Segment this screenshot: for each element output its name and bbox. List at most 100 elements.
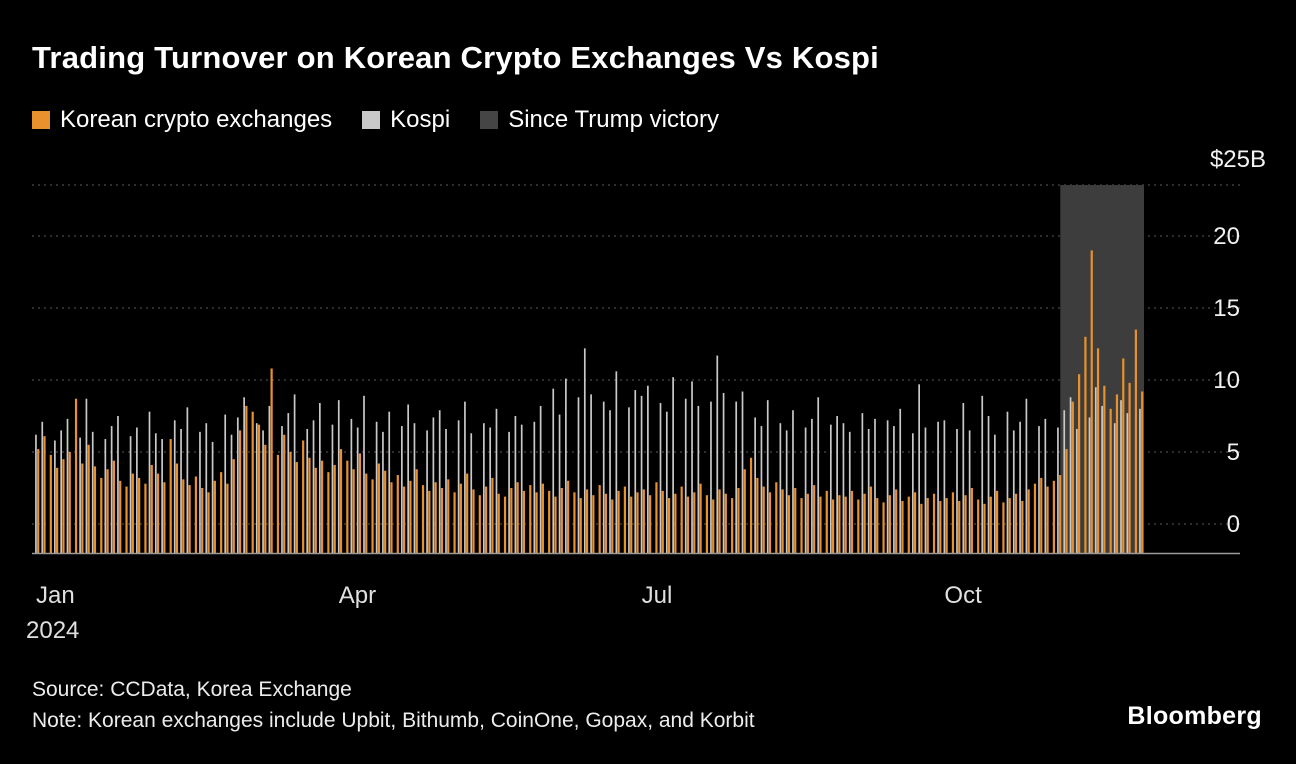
bar-crypto <box>554 496 557 553</box>
bar-crypto <box>308 457 311 553</box>
bar-kospi <box>552 388 555 553</box>
bar-crypto <box>598 485 601 553</box>
bar-crypto <box>447 479 450 553</box>
bar-crypto <box>1103 385 1106 553</box>
bar-crypto <box>1033 483 1037 553</box>
bar-kospi <box>356 427 359 553</box>
bar-kospi <box>1025 398 1028 553</box>
bar-crypto <box>396 475 399 553</box>
bar-crypto <box>585 489 589 553</box>
bar-kospi <box>129 436 132 553</box>
bar-crypto <box>314 467 317 553</box>
bar-crypto <box>573 492 576 553</box>
bar-kospi <box>293 394 296 553</box>
bar-crypto <box>529 485 532 553</box>
bar-kospi <box>968 430 971 553</box>
bar-kospi <box>583 348 586 553</box>
bar-crypto <box>207 492 210 553</box>
bar-crypto <box>567 480 570 553</box>
bar-crypto <box>623 486 626 553</box>
bar-kospi <box>306 428 309 553</box>
bar-kospi <box>672 377 674 553</box>
bar-kospi <box>445 428 447 553</box>
bar-kospi <box>590 394 592 553</box>
bar-kospi <box>337 400 340 553</box>
bar-crypto <box>182 479 185 553</box>
bar-crypto <box>1040 477 1043 553</box>
bar-crypto <box>1090 250 1093 553</box>
x-tick-label: Apr <box>339 582 376 609</box>
bar-crypto <box>1008 498 1011 553</box>
bar-crypto <box>989 496 992 553</box>
bar-crypto <box>705 495 709 553</box>
bar-crypto <box>762 486 765 553</box>
bar-crypto <box>737 488 740 553</box>
bar-crypto <box>245 405 248 553</box>
bar-kospi <box>956 428 958 553</box>
bar-kospi <box>691 381 693 553</box>
bar-crypto <box>667 498 671 553</box>
bar-crypto <box>838 495 841 553</box>
bar-crypto <box>850 490 854 553</box>
bar-crypto <box>201 488 204 553</box>
bar-kospi <box>489 427 492 553</box>
bar-crypto <box>213 480 216 553</box>
bar-kospi <box>401 426 403 553</box>
bar-kospi <box>255 423 258 553</box>
bar-crypto <box>964 495 967 553</box>
bar-crypto <box>365 473 368 553</box>
bar-kospi <box>760 426 763 553</box>
bar-crypto <box>787 495 791 553</box>
legend-label-trump-period: Since Trump victory <box>508 106 719 133</box>
legend-label-kospi: Kospi <box>390 106 451 133</box>
bar-kospi <box>520 424 523 553</box>
bar-kospi <box>457 420 460 553</box>
bar-crypto <box>163 482 166 553</box>
bar-kospi <box>268 405 271 553</box>
bar-kospi <box>918 384 920 553</box>
bar-crypto <box>453 492 456 553</box>
bar-kospi <box>722 392 725 553</box>
bar-kospi <box>766 400 769 553</box>
chart-title: Trading Turnover on Korean Crypto Exchan… <box>32 40 879 75</box>
bar-crypto <box>421 485 425 553</box>
bar-kospi <box>211 441 214 553</box>
bar-crypto <box>996 490 999 553</box>
bar-kospi <box>911 433 914 553</box>
bar-kospi <box>741 391 744 553</box>
bar-crypto <box>100 477 103 553</box>
y-tick-label: 10 <box>1213 367 1240 394</box>
x-tick-label: Oct <box>944 582 982 609</box>
bar-crypto <box>87 444 90 553</box>
bar-kospi <box>710 401 712 553</box>
bar-kospi <box>236 417 239 553</box>
bar-kospi <box>1113 423 1116 553</box>
bar-kospi <box>640 395 643 553</box>
bar-crypto <box>1115 394 1119 553</box>
bar-kospi <box>1038 426 1040 553</box>
bar-kospi <box>199 431 201 553</box>
bar-crypto <box>333 464 336 553</box>
bar-crypto <box>718 489 721 553</box>
bar-crypto <box>434 482 437 553</box>
bar-crypto <box>503 496 507 553</box>
bar-kospi <box>495 408 498 553</box>
bar-crypto <box>882 502 885 553</box>
bar-crypto <box>888 495 891 553</box>
bar-crypto <box>251 411 254 553</box>
bar-crypto <box>138 477 141 553</box>
bar-kospi <box>1063 410 1066 553</box>
bar-crypto <box>913 492 917 553</box>
bar-kospi <box>893 426 895 553</box>
bar-crypto <box>175 463 179 553</box>
legend-item-kospi: Kospi <box>362 106 450 134</box>
bar-crypto <box>680 486 683 553</box>
bar-crypto <box>1096 348 1100 553</box>
bar-crypto <box>977 499 980 553</box>
bar-kospi <box>243 397 245 553</box>
bar-kospi <box>85 398 88 553</box>
bar-crypto <box>188 485 191 553</box>
bar-kospi <box>981 395 984 553</box>
bar-crypto <box>220 472 223 553</box>
